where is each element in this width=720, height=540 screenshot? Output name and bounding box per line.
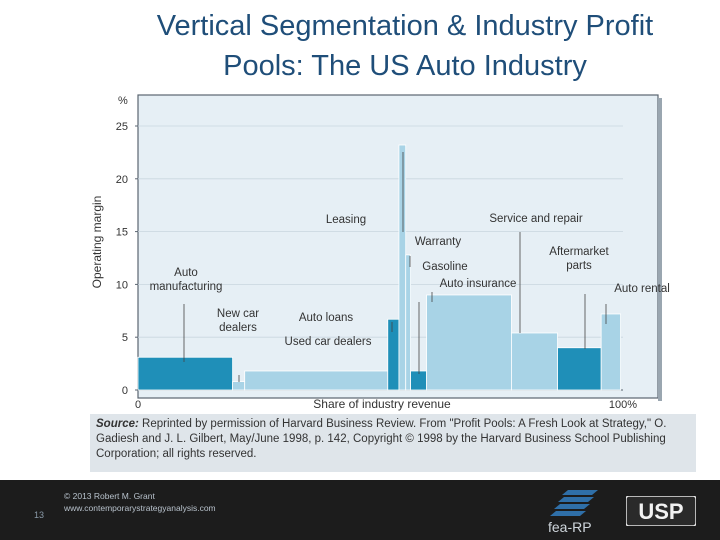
segment-label-auto-rental: Auto rental bbox=[614, 283, 670, 295]
leader-lines bbox=[183, 152, 607, 382]
bar-service-and-repair bbox=[511, 332, 558, 391]
segment-label-warranty: Warranty bbox=[415, 236, 461, 248]
segment-label-aftermarket-parts: Aftermarket parts bbox=[549, 246, 609, 272]
fea-rp-logo: fea-RP bbox=[548, 490, 598, 535]
segment-label-service-and-repair: Service and repair bbox=[489, 213, 582, 225]
segment-label-leasing: Leasing bbox=[326, 214, 366, 226]
segment-label-auto-insurance: Auto insurance bbox=[440, 278, 517, 290]
usp-wordmark: USP bbox=[638, 499, 683, 524]
bar-warranty bbox=[405, 254, 411, 391]
segment-label-used-car-dealers: Used car dealers bbox=[285, 336, 372, 348]
slide-title-line-2: Pools: The US Auto Industry bbox=[223, 50, 587, 82]
footer-credit: © 2013 Robert M. Grant www.contemporarys… bbox=[64, 490, 216, 514]
segment-label-new-car-dealers: New car dealers bbox=[217, 308, 259, 334]
y-tick-label-20: 20 bbox=[116, 174, 128, 186]
y-axis-title: Operating margin bbox=[90, 196, 104, 289]
bar-auto-loans bbox=[387, 318, 400, 391]
bar-new-car-dealers bbox=[232, 381, 246, 391]
y-axis: 0 5 10 15 20 25 bbox=[116, 121, 138, 397]
footer-bar: 13 © 2013 Robert M. Grant www.contempora… bbox=[0, 480, 720, 540]
slide-title: Vertical Segmentation & Industry Profit … bbox=[95, 6, 715, 86]
profit-pool-chart: Auto manufacturing New car dealers Used car … bbox=[90, 94, 670, 411]
plot-frame-shadow bbox=[658, 98, 662, 401]
y-tick-label-25: 25 bbox=[116, 121, 128, 133]
segment-label-gasoline: Gasoline bbox=[422, 261, 467, 273]
y-unit-label: % bbox=[118, 95, 128, 107]
y-tick-label-5: 5 bbox=[122, 332, 128, 344]
x-tick-label-end: 100% bbox=[609, 399, 637, 411]
website-link[interactable]: www.contemporarystrategyanalysis.com bbox=[64, 503, 216, 513]
segment-label-auto-loans: Auto loans bbox=[299, 312, 354, 324]
source-note: Source: Reprinted by permission of Harva… bbox=[90, 414, 696, 472]
source-text: Reprinted by permission of Harvard Busin… bbox=[96, 418, 667, 460]
fea-rp-mark-icon bbox=[550, 490, 598, 516]
page-number: 13 bbox=[34, 510, 45, 520]
bar-leasing bbox=[398, 144, 407, 391]
usp-logo: USP bbox=[626, 496, 696, 526]
bar-auto-insurance bbox=[426, 294, 512, 391]
bars-group bbox=[137, 144, 621, 391]
bar-aftermarket-parts bbox=[557, 347, 602, 391]
y-tick-label-10: 10 bbox=[116, 279, 128, 291]
x-tick-label-start: 0 bbox=[135, 399, 141, 411]
bar-auto-rental bbox=[600, 313, 621, 391]
source-label: Source: bbox=[96, 418, 139, 430]
bar-auto-manufacturing bbox=[137, 356, 233, 391]
bar-gasoline bbox=[410, 370, 427, 391]
bar-used-car-dealers bbox=[244, 370, 389, 391]
x-axis: 0 100% bbox=[135, 399, 637, 411]
segment-labels: Auto manufacturing New car dealers Used car … bbox=[150, 213, 670, 348]
copyright-text: © 2013 Robert M. Grant bbox=[64, 491, 155, 501]
slide-title-line-1: Vertical Segmentation & Industry Profit bbox=[156, 10, 654, 42]
y-tick-label-15: 15 bbox=[116, 227, 128, 239]
fea-rp-wordmark: fea-RP bbox=[548, 519, 592, 535]
usp-logo-plate bbox=[626, 496, 696, 526]
segment-label-auto-manufacturing: Auto manufacturing bbox=[150, 267, 223, 293]
y-tick-label-0: 0 bbox=[122, 385, 128, 397]
x-axis-title: Share of industry revenue bbox=[313, 397, 451, 411]
